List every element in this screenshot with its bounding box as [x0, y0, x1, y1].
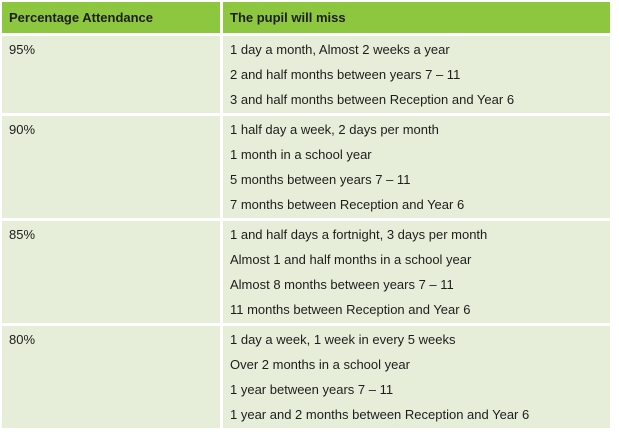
miss-line: 3 and half months between Reception and …: [230, 92, 515, 107]
attendance-percentage: 80%: [2, 326, 220, 428]
miss-line: 7 months between Reception and Year 6: [230, 197, 465, 212]
attendance-table: Percentage Attendance The pupil will mis…: [2, 2, 610, 431]
miss-line: Over 2 months in a school year: [230, 357, 410, 372]
miss-details: 1 day a month, Almost 2 weeks a year 2 an…: [223, 36, 610, 113]
miss-line: 1 day a month, Almost 2 weeks a year: [230, 42, 450, 57]
table-row: 90% 1 half day a week, 2 days per month 1…: [2, 116, 610, 218]
miss-line: Almost 8 months between years 7 – 11: [230, 277, 454, 292]
miss-details: 1 and half days a fortnight, 3 days per …: [223, 221, 610, 323]
miss-line: 11 months between Reception and Year 6: [230, 302, 471, 317]
miss-line: Almost 1 and half months in a school yea…: [230, 252, 472, 267]
attendance-percentage: 95%: [2, 36, 220, 113]
table-row: 80% 1 day a week, 1 week in every 5 week…: [2, 326, 610, 428]
attendance-percentage: 85%: [2, 221, 220, 323]
miss-line: 1 day a week, 1 week in every 5 weeks: [230, 332, 456, 347]
table-header-row: Percentage Attendance The pupil will mis…: [2, 2, 610, 33]
miss-line: 1 and half days a fortnight, 3 days per …: [230, 227, 488, 242]
table-body: 95% 1 day a month, Almost 2 weeks a year…: [2, 36, 610, 428]
miss-line: 1 half day a week, 2 days per month: [230, 122, 439, 137]
miss-line: 5 months between years 7 – 11: [230, 172, 411, 187]
miss-details: 1 half day a week, 2 days per month 1 mon…: [223, 116, 610, 218]
table-row: 85% 1 and half days a fortnight, 3 days …: [2, 221, 610, 323]
miss-details: 1 day a week, 1 week in every 5 weeks Ove…: [223, 326, 610, 428]
miss-line: 1 month in a school year: [230, 147, 372, 162]
attendance-percentage: 90%: [2, 116, 220, 218]
miss-line: 1 year between years 7 – 11: [230, 382, 394, 397]
header-percentage-attendance: Percentage Attendance: [2, 2, 220, 33]
miss-line: 1 year and 2 months between Reception an…: [230, 407, 530, 422]
table-row: 95% 1 day a month, Almost 2 weeks a year…: [2, 36, 610, 113]
header-pupil-will-miss: The pupil will miss: [223, 2, 610, 33]
miss-line: 2 and half months between years 7 – 11: [230, 67, 461, 82]
